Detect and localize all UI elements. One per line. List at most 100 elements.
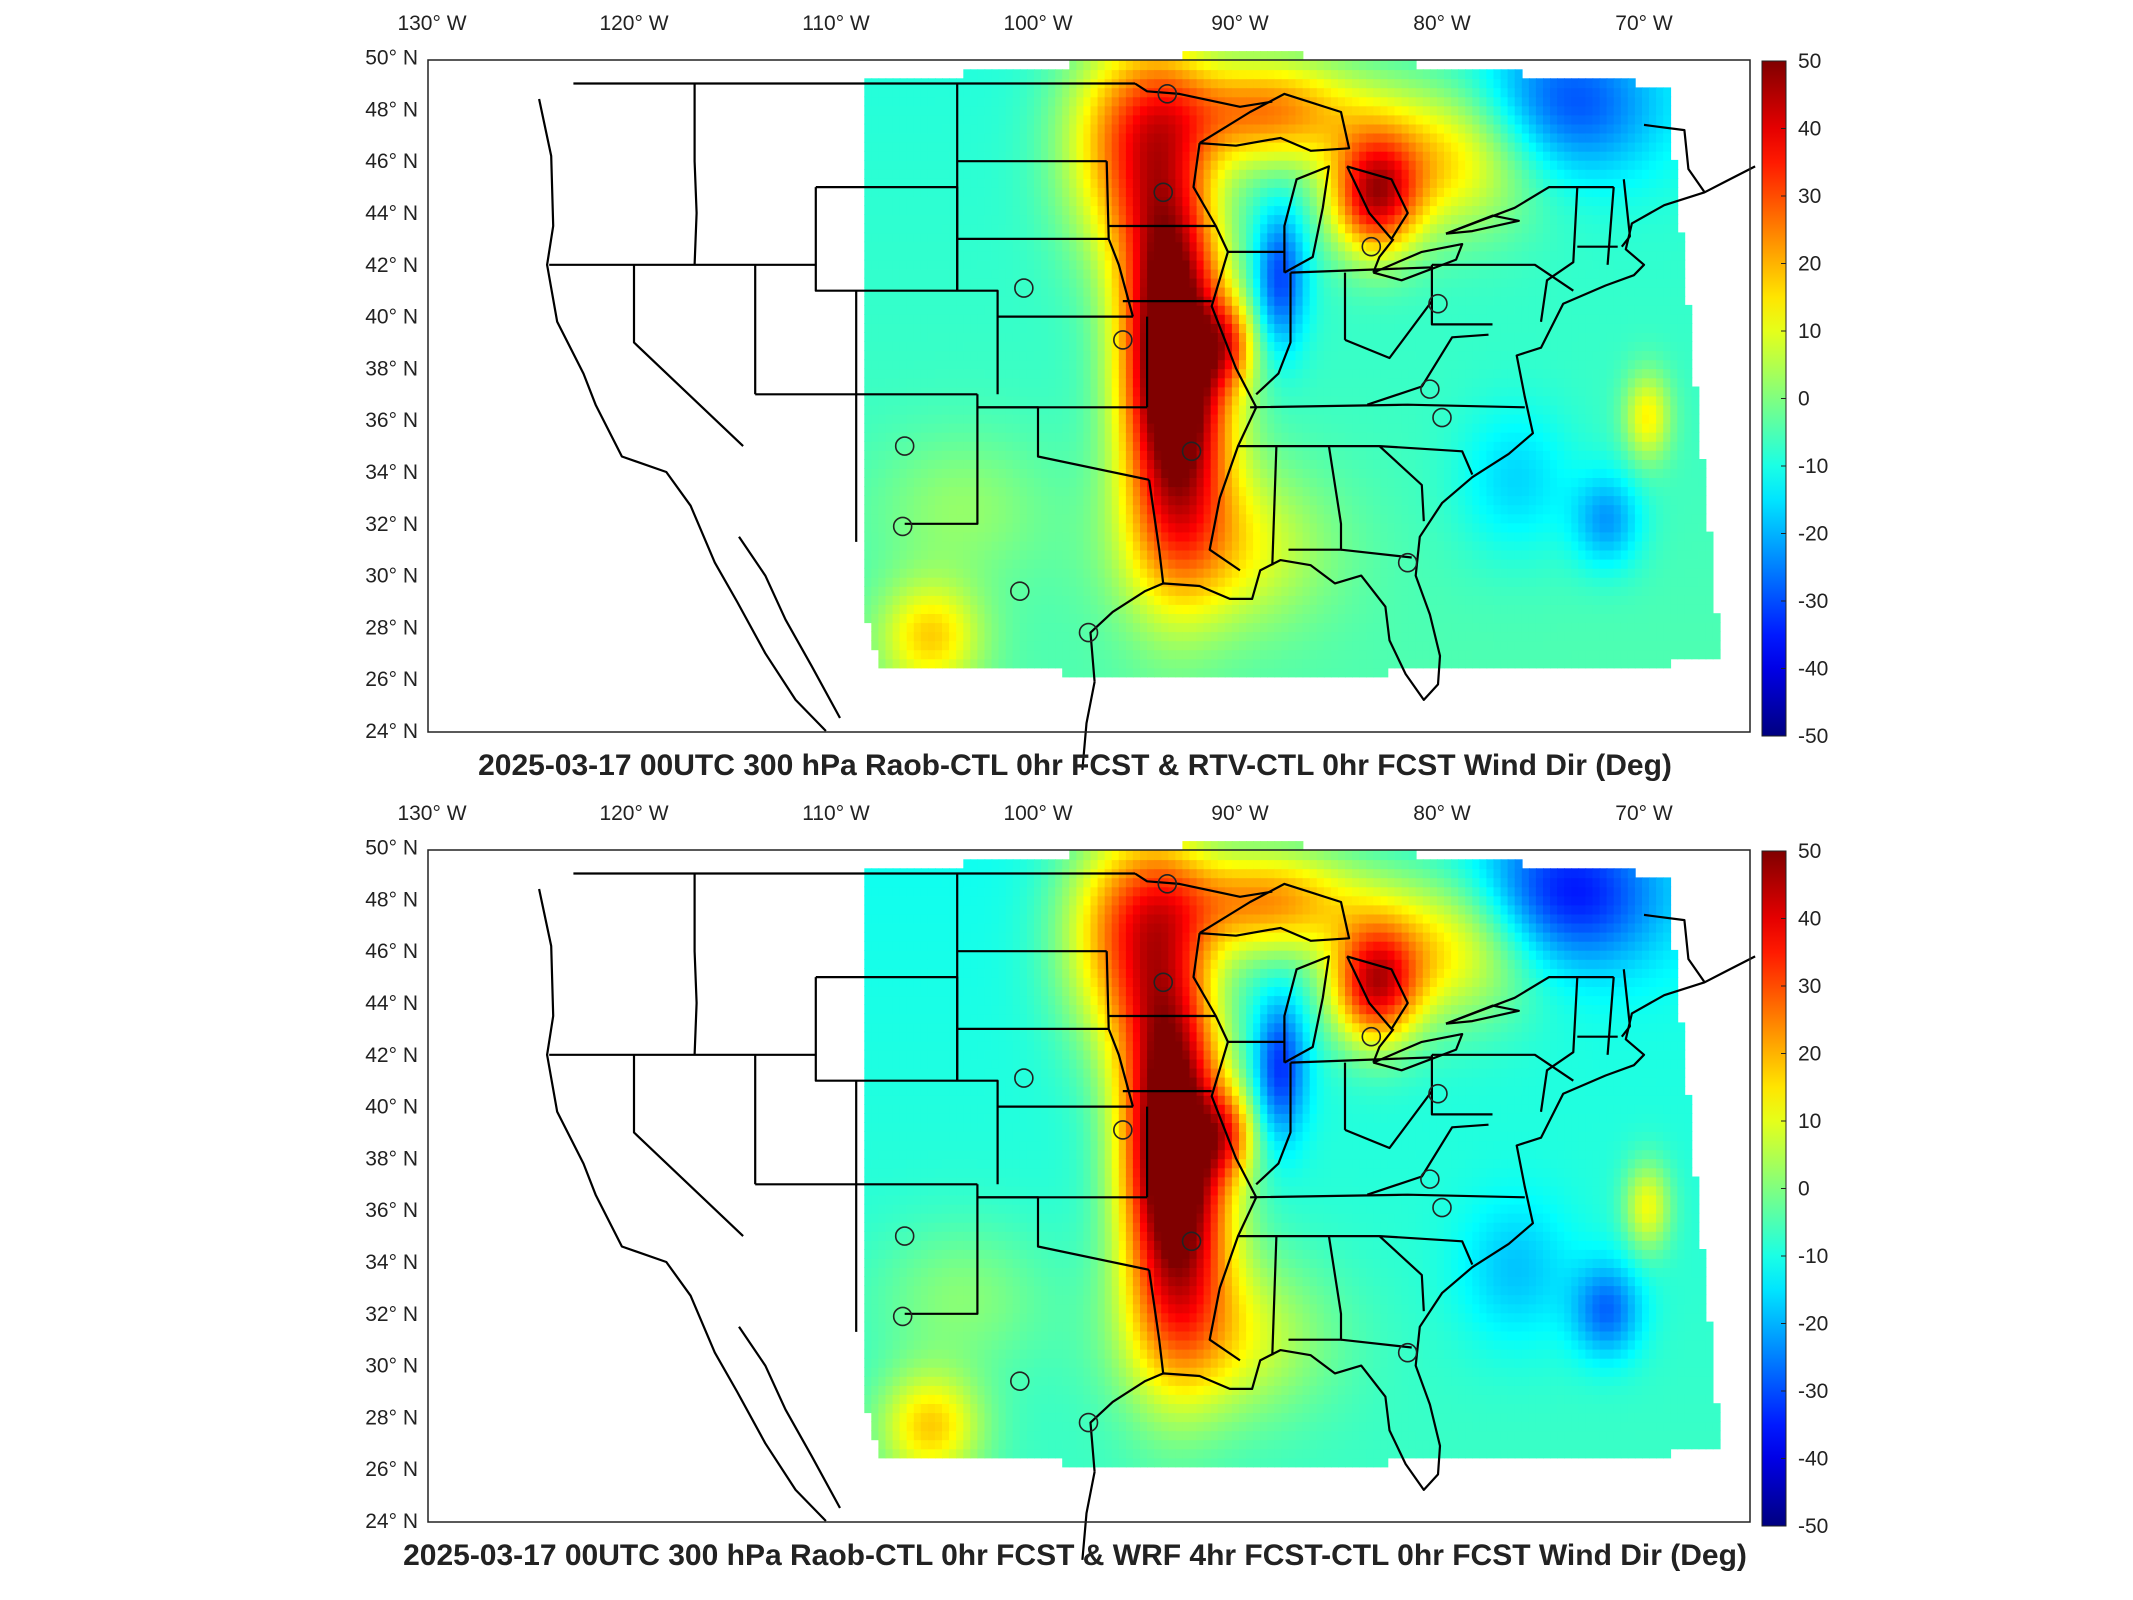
map-frame bbox=[427, 849, 1751, 1523]
latitude-tick-labels: 50° N 48° N 46° N 44° N 42° N 40° N 38° N 36° N… bbox=[365, 837, 418, 1533]
lon-tick-label: 130° W bbox=[397, 12, 466, 35]
raob-station-marker bbox=[1014, 278, 1034, 298]
raob-station-marker bbox=[892, 1306, 913, 1327]
state-boundary bbox=[1378, 445, 1425, 522]
state-boundary bbox=[1255, 1062, 1292, 1186]
lat-tick-label: 50° N bbox=[365, 837, 418, 860]
state-boundary bbox=[1430, 264, 1493, 326]
lon-tick-label: 110° W bbox=[802, 802, 870, 825]
state-boundary bbox=[1105, 951, 1134, 1107]
longitude-tick-labels: 130° W 120° W 110° W 100° W 90° W 80° W 70° W bbox=[397, 12, 1672, 35]
state-boundary bbox=[1340, 1338, 1412, 1349]
coastline bbox=[738, 536, 841, 719]
raob-station-marker bbox=[1157, 874, 1178, 894]
state-boundary bbox=[1288, 1235, 1343, 1341]
panel-title: 2025-03-17 00UTC 300 hPa Raob-CTL 0hr FC… bbox=[403, 1539, 1747, 1572]
state-boundary bbox=[904, 394, 979, 525]
raob-station-marker bbox=[1113, 1120, 1133, 1140]
latitude-tick-labels: 50° N 48° N 46° N 44° N 42° N 40° N 38° N 36° N… bbox=[365, 47, 418, 743]
colorbar-tick-label: -10 bbox=[1798, 1245, 1828, 1268]
raob-station-marker bbox=[1157, 84, 1178, 104]
state-boundary bbox=[1539, 187, 1579, 322]
state-boundary bbox=[1366, 1123, 1489, 1196]
colorbar-tick-label: -30 bbox=[1798, 590, 1828, 613]
colorbar-tick-label: 50 bbox=[1798, 840, 1821, 863]
raob-station-marker bbox=[892, 516, 913, 537]
panel-title: 2025-03-17 00UTC 300 hPa Raob-CTL 0hr FC… bbox=[478, 749, 1672, 782]
state-boundary bbox=[1606, 187, 1615, 265]
state-boundary bbox=[1620, 179, 1632, 248]
raob-stations bbox=[892, 874, 1452, 1433]
lat-tick-label: 26° N bbox=[365, 1458, 418, 1481]
coastline bbox=[1089, 955, 1756, 1492]
raob-station-marker bbox=[894, 1226, 915, 1246]
lon-tick-label: 120° W bbox=[599, 802, 668, 825]
coastline bbox=[538, 888, 827, 1522]
colorbar-tick-label: 20 bbox=[1798, 253, 1821, 276]
lake-outline bbox=[1283, 165, 1331, 274]
lat-tick-label: 28° N bbox=[365, 1406, 418, 1429]
state-boundary bbox=[1255, 272, 1292, 396]
lon-tick-label: 70° W bbox=[1615, 12, 1673, 35]
state-boundary bbox=[904, 1184, 979, 1315]
raob-station-marker bbox=[1397, 1342, 1418, 1363]
state-boundary bbox=[1105, 161, 1134, 317]
raob-station-marker bbox=[1181, 441, 1202, 462]
lat-tick-label: 36° N bbox=[365, 409, 418, 432]
raob-station-marker bbox=[1153, 972, 1174, 993]
state-boundary bbox=[1445, 186, 1614, 235]
lat-tick-label: 42° N bbox=[365, 1044, 418, 1067]
lon-tick-label: 120° W bbox=[599, 12, 668, 35]
state-boundary bbox=[1378, 1235, 1425, 1312]
lat-tick-label: 48° N bbox=[365, 888, 418, 911]
colorbar-tick-label: -50 bbox=[1798, 1515, 1828, 1538]
state-boundary bbox=[977, 1196, 1150, 1271]
lon-tick-label: 80° W bbox=[1413, 802, 1471, 825]
longitude-tick-labels: 130° W 120° W 110° W 100° W 90° W 80° W 70° W bbox=[397, 802, 1672, 825]
colorbar-tick-label: -30 bbox=[1798, 1380, 1828, 1403]
colorbar-tick-label: 10 bbox=[1798, 1110, 1821, 1133]
state-boundary bbox=[1539, 977, 1579, 1112]
state-boundary bbox=[1372, 1028, 1395, 1064]
colorbar-tick-label: -20 bbox=[1798, 1313, 1828, 1336]
lat-tick-label: 30° N bbox=[365, 565, 418, 588]
state-boundary bbox=[1344, 1090, 1433, 1150]
boundaries bbox=[538, 82, 1756, 770]
lat-tick-label: 30° N bbox=[365, 1355, 418, 1378]
colorbar-tick-label: 30 bbox=[1798, 975, 1821, 998]
lake-outline bbox=[1283, 955, 1331, 1064]
colorbar-tick-label: 40 bbox=[1798, 908, 1821, 931]
lat-tick-label: 42° N bbox=[365, 254, 418, 277]
raob-station-marker bbox=[1428, 293, 1448, 314]
state-boundary bbox=[1250, 1193, 1525, 1199]
state-boundary bbox=[1445, 976, 1614, 1025]
colorbar-tick-label: 0 bbox=[1798, 388, 1810, 411]
wind-direction-difference-field bbox=[864, 51, 1721, 678]
state-boundary bbox=[693, 873, 698, 1055]
lake-outline bbox=[1346, 165, 1409, 240]
map-frame bbox=[427, 59, 1751, 733]
state-boundary bbox=[1290, 1056, 1432, 1064]
boundaries bbox=[538, 872, 1756, 1560]
coastline bbox=[1081, 681, 1096, 770]
lat-tick-label: 26° N bbox=[365, 668, 418, 691]
state-boundary bbox=[1192, 932, 1258, 1362]
lon-tick-label: 90° W bbox=[1211, 12, 1269, 35]
colorbar-tick-label: 10 bbox=[1798, 320, 1821, 343]
coastline bbox=[538, 98, 827, 732]
raob-station-marker bbox=[1361, 236, 1382, 257]
lat-tick-label: 48° N bbox=[365, 98, 418, 121]
raob-station-marker bbox=[1010, 1371, 1030, 1391]
lon-tick-label: 100° W bbox=[1003, 12, 1072, 35]
state-boundary bbox=[1271, 446, 1278, 566]
state-boundary bbox=[1372, 238, 1395, 274]
wind-direction-difference-field bbox=[864, 841, 1721, 1468]
lake-outline bbox=[1372, 1033, 1464, 1072]
map-area bbox=[427, 841, 1756, 1560]
state-boundary bbox=[1250, 403, 1525, 409]
colorbar-tick-label: -50 bbox=[1798, 725, 1828, 748]
state-boundary bbox=[977, 406, 1150, 481]
lat-tick-label: 44° N bbox=[365, 202, 418, 225]
state-boundary bbox=[1148, 479, 1165, 584]
state-boundary bbox=[1238, 1235, 1474, 1266]
